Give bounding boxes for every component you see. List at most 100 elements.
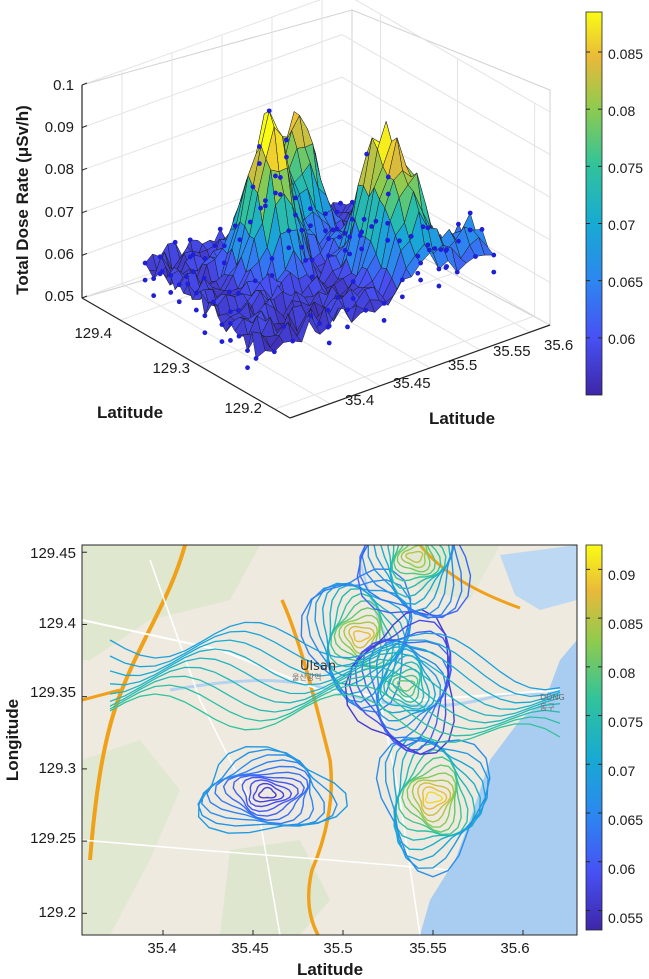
contour-line (348, 625, 375, 649)
y-tick-label: 35.55 (493, 343, 531, 360)
contour-line (361, 545, 455, 619)
data-point (245, 348, 250, 354)
data-point (342, 231, 348, 236)
data-point (236, 333, 242, 339)
x-tick-label: 35.4 (147, 940, 176, 957)
contour-line (373, 545, 456, 612)
data-point (334, 226, 340, 232)
colorbar-ticks (586, 51, 602, 339)
data-point (290, 338, 296, 344)
data-point (425, 225, 431, 231)
colorbar-tick-label: 0.08 (608, 665, 635, 681)
surface-data-points (142, 108, 497, 371)
contour-line (405, 550, 424, 564)
colorbar-tick-label: 0.07 (608, 217, 635, 233)
contour-line (424, 791, 443, 804)
data-point (202, 313, 208, 319)
data-point (308, 313, 314, 318)
data-point (369, 224, 375, 229)
data-point (364, 151, 370, 157)
colorbar-tick-label: 0.065 (608, 274, 643, 290)
contour-line (257, 786, 277, 799)
gridline (274, 103, 536, 410)
data-point (286, 228, 292, 234)
data-point (345, 324, 350, 330)
data-point (299, 244, 305, 250)
contour-lines (109, 545, 561, 878)
y-tick-label: 129.45 (30, 545, 76, 562)
data-point (326, 340, 332, 346)
contour-line (391, 545, 442, 582)
data-point (245, 365, 250, 371)
data-point (250, 184, 256, 190)
map-label-city: Ulsan (300, 659, 336, 674)
data-point (277, 175, 283, 180)
data-point (359, 229, 365, 235)
data-point (286, 245, 292, 251)
data-point (444, 247, 450, 252)
data-point (257, 161, 262, 166)
data-point (349, 199, 355, 205)
data-point (473, 254, 478, 259)
data-point (408, 233, 414, 239)
data-point (357, 233, 363, 238)
data-point (258, 205, 264, 211)
data-point (363, 307, 369, 313)
contour-line (352, 630, 372, 643)
data-point (253, 356, 259, 361)
data-point (426, 247, 432, 253)
basemap (82, 545, 577, 935)
data-point (325, 307, 331, 313)
data-point (385, 237, 391, 243)
data-point (334, 209, 340, 215)
contour-line (109, 666, 561, 724)
contour-line (333, 607, 382, 665)
data-point (308, 206, 313, 212)
colorbar-ticks (586, 568, 602, 912)
contour-line (368, 638, 450, 739)
contour-line (306, 579, 413, 710)
contour-line (367, 545, 455, 616)
data-point (172, 239, 178, 245)
map-label-district: DONG (540, 693, 565, 702)
data-point (176, 299, 182, 305)
data-point (467, 227, 473, 233)
data-point (467, 210, 473, 216)
contour-line (232, 774, 305, 817)
data-point (142, 277, 148, 283)
data-point (252, 278, 258, 284)
contour-line (421, 786, 448, 810)
data-point (187, 254, 193, 260)
tick-mark (81, 82, 88, 86)
data-point (193, 307, 199, 313)
data-point (373, 218, 379, 224)
data-point (326, 253, 331, 259)
x-tick-label: 35.45 (231, 940, 269, 957)
contour-line (400, 545, 426, 569)
colorbar-tick-label: 0.06 (608, 861, 635, 877)
y-tick-label: 35.4 (345, 392, 374, 409)
data-point (359, 246, 365, 252)
contour-line (393, 545, 436, 576)
data-point (345, 307, 350, 313)
data-point (350, 279, 356, 284)
contour-line (214, 765, 311, 825)
data-point (415, 270, 421, 276)
z-tick-label: 0.1 (53, 77, 74, 94)
data-point (262, 203, 268, 209)
contour-line (361, 638, 452, 747)
colorbar-tick-label: 0.06 (608, 331, 635, 347)
data-point (438, 247, 444, 253)
contour-line (380, 545, 454, 605)
tick-mark (81, 125, 88, 129)
data-point (381, 318, 387, 323)
contour-plot-frame (81, 544, 578, 936)
data-point (350, 296, 356, 301)
data-point (185, 281, 191, 287)
contour-line (390, 545, 447, 590)
contour-line (109, 639, 561, 704)
contour-line (384, 737, 489, 869)
contour-line (248, 779, 293, 808)
z-tick-label: 0.06 (45, 246, 74, 263)
x-tick-label: 35.5 (323, 940, 352, 957)
